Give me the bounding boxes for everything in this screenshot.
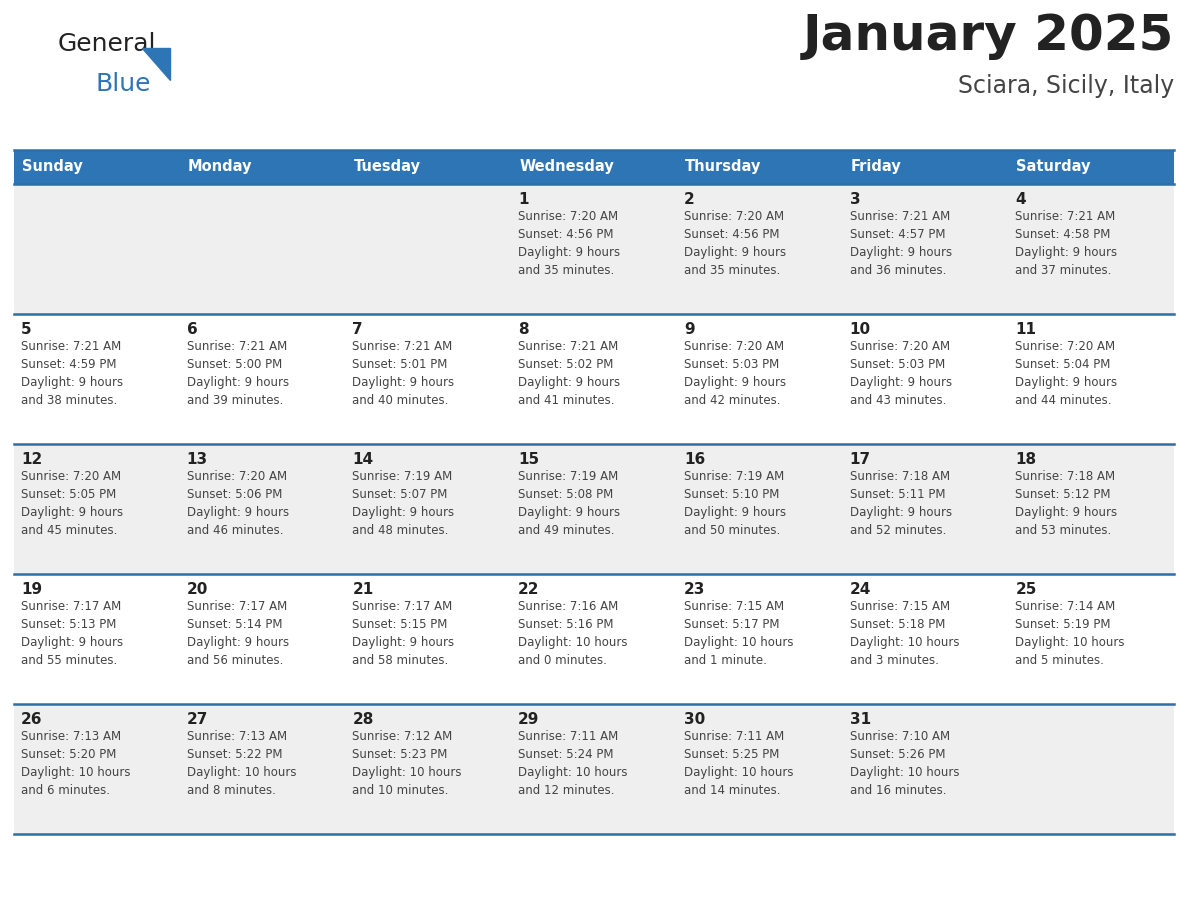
Text: 29: 29 <box>518 712 539 727</box>
Text: Sunrise: 7:17 AM
Sunset: 5:13 PM
Daylight: 9 hours
and 55 minutes.: Sunrise: 7:17 AM Sunset: 5:13 PM Dayligh… <box>21 600 124 667</box>
Text: Saturday: Saturday <box>1016 160 1091 174</box>
Bar <box>1009 150 1174 184</box>
Text: 19: 19 <box>21 582 42 597</box>
Bar <box>14 704 1174 834</box>
Text: Sunrise: 7:20 AM
Sunset: 5:06 PM
Daylight: 9 hours
and 46 minutes.: Sunrise: 7:20 AM Sunset: 5:06 PM Dayligh… <box>187 470 289 537</box>
Text: Sunrise: 7:17 AM
Sunset: 5:15 PM
Daylight: 9 hours
and 58 minutes.: Sunrise: 7:17 AM Sunset: 5:15 PM Dayligh… <box>353 600 455 667</box>
Bar <box>677 150 842 184</box>
Text: Sunrise: 7:13 AM
Sunset: 5:20 PM
Daylight: 10 hours
and 6 minutes.: Sunrise: 7:13 AM Sunset: 5:20 PM Dayligh… <box>21 730 131 797</box>
Text: Sunrise: 7:21 AM
Sunset: 5:00 PM
Daylight: 9 hours
and 39 minutes.: Sunrise: 7:21 AM Sunset: 5:00 PM Dayligh… <box>187 340 289 407</box>
Text: 12: 12 <box>21 452 43 467</box>
Text: 6: 6 <box>187 322 197 337</box>
Text: 2: 2 <box>684 192 695 207</box>
Text: Sunrise: 7:13 AM
Sunset: 5:22 PM
Daylight: 10 hours
and 8 minutes.: Sunrise: 7:13 AM Sunset: 5:22 PM Dayligh… <box>187 730 296 797</box>
Text: 21: 21 <box>353 582 374 597</box>
Bar <box>842 150 1009 184</box>
Bar <box>511 150 677 184</box>
Text: Sciara, Sicily, Italy: Sciara, Sicily, Italy <box>958 74 1174 98</box>
Text: Sunrise: 7:19 AM
Sunset: 5:10 PM
Daylight: 9 hours
and 50 minutes.: Sunrise: 7:19 AM Sunset: 5:10 PM Dayligh… <box>684 470 786 537</box>
Text: 4: 4 <box>1016 192 1026 207</box>
Text: 5: 5 <box>21 322 32 337</box>
Text: Sunrise: 7:14 AM
Sunset: 5:19 PM
Daylight: 10 hours
and 5 minutes.: Sunrise: 7:14 AM Sunset: 5:19 PM Dayligh… <box>1016 600 1125 667</box>
Text: 26: 26 <box>21 712 43 727</box>
Text: Thursday: Thursday <box>684 160 762 174</box>
Text: Sunrise: 7:17 AM
Sunset: 5:14 PM
Daylight: 9 hours
and 56 minutes.: Sunrise: 7:17 AM Sunset: 5:14 PM Dayligh… <box>187 600 289 667</box>
Text: Sunrise: 7:20 AM
Sunset: 5:03 PM
Daylight: 9 hours
and 42 minutes.: Sunrise: 7:20 AM Sunset: 5:03 PM Dayligh… <box>684 340 786 407</box>
Text: Sunrise: 7:10 AM
Sunset: 5:26 PM
Daylight: 10 hours
and 16 minutes.: Sunrise: 7:10 AM Sunset: 5:26 PM Dayligh… <box>849 730 959 797</box>
Text: 17: 17 <box>849 452 871 467</box>
Bar <box>14 150 179 184</box>
Text: 11: 11 <box>1016 322 1036 337</box>
Text: Sunrise: 7:18 AM
Sunset: 5:12 PM
Daylight: 9 hours
and 53 minutes.: Sunrise: 7:18 AM Sunset: 5:12 PM Dayligh… <box>1016 470 1118 537</box>
Text: Sunrise: 7:21 AM
Sunset: 5:02 PM
Daylight: 9 hours
and 41 minutes.: Sunrise: 7:21 AM Sunset: 5:02 PM Dayligh… <box>518 340 620 407</box>
Text: 30: 30 <box>684 712 706 727</box>
Text: 27: 27 <box>187 712 208 727</box>
Text: Tuesday: Tuesday <box>353 160 421 174</box>
Text: Sunrise: 7:15 AM
Sunset: 5:17 PM
Daylight: 10 hours
and 1 minute.: Sunrise: 7:15 AM Sunset: 5:17 PM Dayligh… <box>684 600 794 667</box>
Text: 31: 31 <box>849 712 871 727</box>
Text: Wednesday: Wednesday <box>519 160 614 174</box>
Text: 22: 22 <box>518 582 539 597</box>
Bar <box>14 184 1174 314</box>
Bar <box>179 150 346 184</box>
Text: 23: 23 <box>684 582 706 597</box>
Bar <box>14 444 1174 574</box>
Text: 7: 7 <box>353 322 364 337</box>
Text: Sunrise: 7:19 AM
Sunset: 5:08 PM
Daylight: 9 hours
and 49 minutes.: Sunrise: 7:19 AM Sunset: 5:08 PM Dayligh… <box>518 470 620 537</box>
Text: Sunrise: 7:16 AM
Sunset: 5:16 PM
Daylight: 10 hours
and 0 minutes.: Sunrise: 7:16 AM Sunset: 5:16 PM Dayligh… <box>518 600 627 667</box>
Text: Sunrise: 7:20 AM
Sunset: 5:05 PM
Daylight: 9 hours
and 45 minutes.: Sunrise: 7:20 AM Sunset: 5:05 PM Dayligh… <box>21 470 124 537</box>
Text: Sunrise: 7:20 AM
Sunset: 5:03 PM
Daylight: 9 hours
and 43 minutes.: Sunrise: 7:20 AM Sunset: 5:03 PM Dayligh… <box>849 340 952 407</box>
Text: 20: 20 <box>187 582 208 597</box>
Text: Sunrise: 7:20 AM
Sunset: 5:04 PM
Daylight: 9 hours
and 44 minutes.: Sunrise: 7:20 AM Sunset: 5:04 PM Dayligh… <box>1016 340 1118 407</box>
Text: Sunrise: 7:21 AM
Sunset: 5:01 PM
Daylight: 9 hours
and 40 minutes.: Sunrise: 7:21 AM Sunset: 5:01 PM Dayligh… <box>353 340 455 407</box>
Text: Sunrise: 7:18 AM
Sunset: 5:11 PM
Daylight: 9 hours
and 52 minutes.: Sunrise: 7:18 AM Sunset: 5:11 PM Dayligh… <box>849 470 952 537</box>
Text: 25: 25 <box>1016 582 1037 597</box>
Text: 1: 1 <box>518 192 529 207</box>
Text: 9: 9 <box>684 322 695 337</box>
Text: 10: 10 <box>849 322 871 337</box>
Bar <box>14 574 1174 704</box>
Text: 13: 13 <box>187 452 208 467</box>
Text: 28: 28 <box>353 712 374 727</box>
Bar <box>346 150 511 184</box>
Text: Blue: Blue <box>96 72 152 96</box>
Text: Monday: Monday <box>188 160 252 174</box>
Text: Sunrise: 7:21 AM
Sunset: 4:59 PM
Daylight: 9 hours
and 38 minutes.: Sunrise: 7:21 AM Sunset: 4:59 PM Dayligh… <box>21 340 124 407</box>
Text: Sunrise: 7:20 AM
Sunset: 4:56 PM
Daylight: 9 hours
and 35 minutes.: Sunrise: 7:20 AM Sunset: 4:56 PM Dayligh… <box>518 210 620 277</box>
Text: 14: 14 <box>353 452 373 467</box>
Text: Sunrise: 7:21 AM
Sunset: 4:58 PM
Daylight: 9 hours
and 37 minutes.: Sunrise: 7:21 AM Sunset: 4:58 PM Dayligh… <box>1016 210 1118 277</box>
Text: Friday: Friday <box>851 160 902 174</box>
Text: 15: 15 <box>518 452 539 467</box>
Text: Sunrise: 7:20 AM
Sunset: 4:56 PM
Daylight: 9 hours
and 35 minutes.: Sunrise: 7:20 AM Sunset: 4:56 PM Dayligh… <box>684 210 786 277</box>
Text: January 2025: January 2025 <box>803 12 1174 60</box>
Text: Sunrise: 7:12 AM
Sunset: 5:23 PM
Daylight: 10 hours
and 10 minutes.: Sunrise: 7:12 AM Sunset: 5:23 PM Dayligh… <box>353 730 462 797</box>
Polygon shape <box>143 48 170 80</box>
Text: 3: 3 <box>849 192 860 207</box>
Text: 24: 24 <box>849 582 871 597</box>
Text: Sunrise: 7:19 AM
Sunset: 5:07 PM
Daylight: 9 hours
and 48 minutes.: Sunrise: 7:19 AM Sunset: 5:07 PM Dayligh… <box>353 470 455 537</box>
Text: Sunrise: 7:11 AM
Sunset: 5:25 PM
Daylight: 10 hours
and 14 minutes.: Sunrise: 7:11 AM Sunset: 5:25 PM Dayligh… <box>684 730 794 797</box>
Bar <box>14 314 1174 444</box>
Text: Sunday: Sunday <box>23 160 83 174</box>
Text: 8: 8 <box>518 322 529 337</box>
Text: Sunrise: 7:21 AM
Sunset: 4:57 PM
Daylight: 9 hours
and 36 minutes.: Sunrise: 7:21 AM Sunset: 4:57 PM Dayligh… <box>849 210 952 277</box>
Text: Sunrise: 7:15 AM
Sunset: 5:18 PM
Daylight: 10 hours
and 3 minutes.: Sunrise: 7:15 AM Sunset: 5:18 PM Dayligh… <box>849 600 959 667</box>
Text: Sunrise: 7:11 AM
Sunset: 5:24 PM
Daylight: 10 hours
and 12 minutes.: Sunrise: 7:11 AM Sunset: 5:24 PM Dayligh… <box>518 730 627 797</box>
Text: 16: 16 <box>684 452 706 467</box>
Text: General: General <box>58 32 157 56</box>
Text: 18: 18 <box>1016 452 1036 467</box>
